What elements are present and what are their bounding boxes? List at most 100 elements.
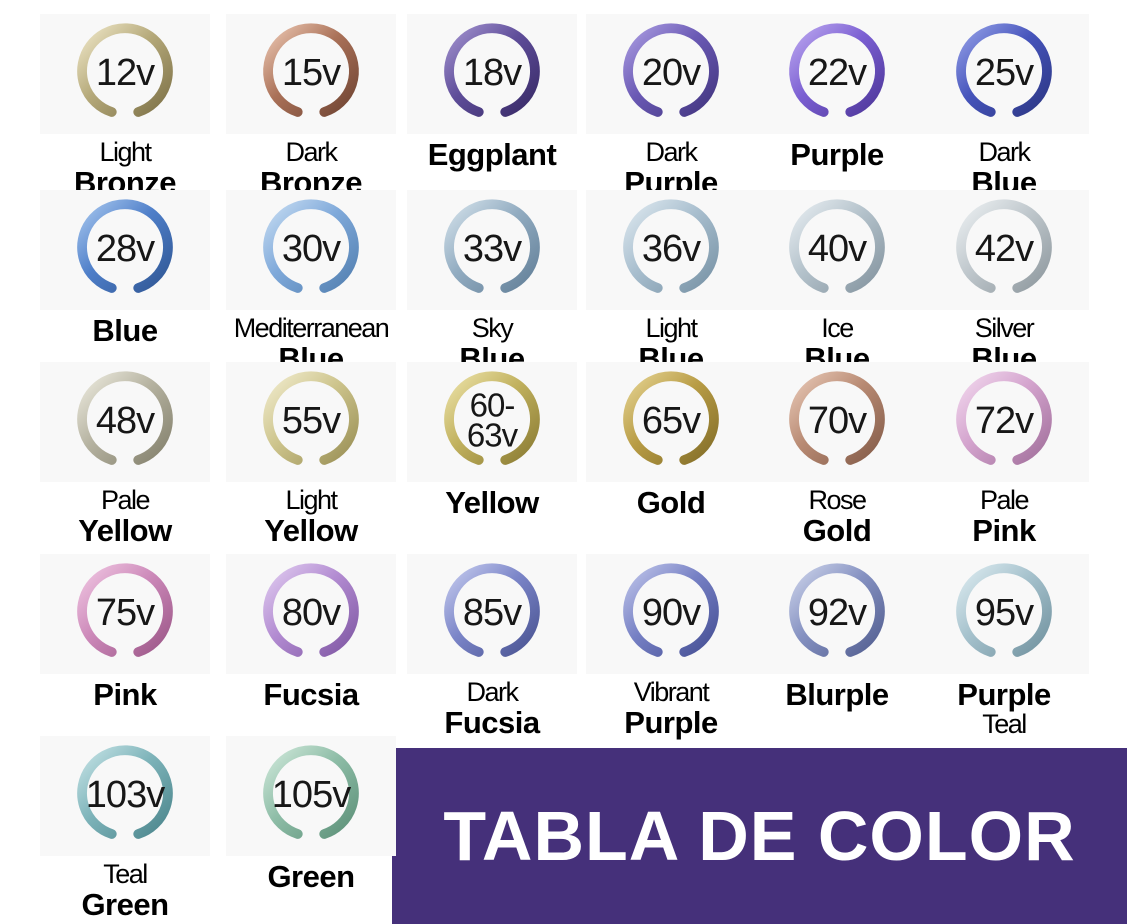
ring-cell: 70v Rose Gold [752, 362, 922, 546]
color-name-line: Teal [103, 859, 148, 889]
ring-cell: 55v Light Yellow [226, 362, 396, 546]
open-ring-icon [77, 199, 173, 293]
voltage-label: 22v [807, 51, 867, 94]
ring-photo: 80v [226, 554, 396, 674]
color-name-line: Silver [974, 313, 1035, 343]
ring-cell: 25v Dark Blue [919, 14, 1089, 198]
open-ring-icon [789, 199, 885, 293]
voltage-line: 80v [281, 591, 341, 634]
open-ring-icon [789, 563, 885, 657]
color-name-line: Blue [92, 313, 158, 348]
ring-cell: 36v Light Blue [586, 190, 756, 374]
ring-cell: 48v Pale Yellow [40, 362, 210, 546]
color-name-line: Dark [978, 137, 1031, 167]
voltage-label: 18v [463, 54, 522, 92]
voltage-line: 70v [807, 399, 867, 442]
ring-cell: 18v Eggplant [407, 14, 577, 171]
open-ring-icon [77, 371, 173, 465]
ring-photo: 90v [586, 554, 756, 674]
color-name: Gold [586, 487, 756, 519]
ring-cell: 33v Sky Blue [407, 190, 577, 374]
color-name: Vibrant Purple [586, 678, 756, 738]
color-name-line: Dark [285, 137, 338, 167]
voltage-label: 80v [281, 591, 341, 634]
voltage-label: 28v [96, 230, 155, 268]
voltage-label: 42v [974, 227, 1034, 270]
ring-photo: 85v [407, 554, 577, 674]
voltage-line: 30v [281, 227, 341, 270]
ring-photo: 22v [752, 14, 922, 134]
color-name: Blurple [752, 679, 922, 711]
open-ring-icon [956, 199, 1052, 293]
voltage-line: 65v [641, 399, 701, 442]
ring-photo: 72v [919, 362, 1089, 482]
open-ring-icon [263, 563, 359, 657]
ring-cell: 90v Vibrant Purple [586, 554, 756, 738]
ring-photo: 30v [226, 190, 396, 310]
color-name-line: Eggplant [427, 137, 557, 172]
voltage-label: 103v [86, 776, 165, 814]
color-name-line: Pale [979, 485, 1030, 515]
color-name-line: Yellow [264, 512, 358, 548]
ring-cell: 105v Green [226, 736, 396, 893]
color-name: Yellow [407, 487, 577, 519]
open-ring-icon [77, 563, 173, 657]
color-name: Pale Yellow [40, 485, 210, 546]
voltage-line: 85v [462, 591, 522, 634]
ring-photo: 25v [919, 14, 1089, 134]
voltage-line: 42v [974, 227, 1034, 270]
color-name-line: Light [645, 313, 698, 343]
color-name-line: Sky [471, 313, 514, 343]
voltage-label: 85v [462, 591, 522, 634]
color-name-line: Blurple [785, 677, 889, 712]
ring-photo: 55v [226, 362, 396, 482]
color-name: Blue [40, 315, 210, 347]
voltage-line: 55v [281, 399, 341, 442]
voltage-line: 22v [807, 51, 867, 94]
color-name-line: Light [99, 137, 152, 167]
color-name-line: Purple [790, 137, 884, 172]
color-name-line: Pale [100, 485, 151, 515]
open-ring-icon [263, 23, 359, 117]
ring-cell: 103v Teal Green [40, 736, 210, 920]
color-name: Rose Gold [752, 486, 922, 546]
open-ring-icon [789, 23, 885, 117]
ring-photo: 95v [919, 554, 1089, 674]
open-ring-icon [444, 371, 540, 465]
color-name-line: Gold [636, 485, 706, 520]
ring-photo: 36v [586, 190, 756, 310]
color-name-line: Teal [982, 708, 1027, 739]
voltage-label: 70v [807, 399, 867, 442]
color-name: Fucsia [226, 679, 396, 711]
color-name: Pale Pink [919, 485, 1089, 546]
color-name-line: Dark [645, 137, 698, 167]
color-name-line: Dark [466, 677, 519, 707]
open-ring-icon [77, 745, 173, 839]
voltage-line: 75v [95, 591, 155, 634]
voltage-line: 63v [466, 416, 518, 454]
open-ring-icon [263, 745, 359, 839]
open-ring-icon [623, 371, 719, 465]
ring-cell: 30v Mediterranean Blue [226, 190, 396, 374]
ring-cell: 12v Light Bronze [40, 14, 210, 198]
color-name: Dark Fucsia [407, 677, 577, 738]
color-name: Eggplant [407, 139, 577, 171]
ring-photo: 92v [752, 554, 922, 674]
color-name-line: Purple [957, 677, 1051, 712]
ring-photo: 12v [40, 14, 210, 134]
ring-cell: 65v Gold [586, 362, 756, 519]
open-ring-icon [623, 23, 719, 117]
open-ring-icon [623, 563, 719, 657]
voltage-label: 105v [272, 776, 351, 814]
banner: TABLA DE COLOR [392, 748, 1127, 924]
open-ring-icon [956, 23, 1052, 117]
ring-photo: 20v [586, 14, 756, 134]
voltage-label: 90v [642, 594, 701, 632]
open-ring-icon [956, 563, 1052, 657]
color-name-line: Mediterranean [233, 313, 390, 343]
ring-cell: 95v Purple Teal [919, 554, 1089, 738]
voltage-line: 92v [807, 591, 867, 634]
open-ring-icon [444, 199, 540, 293]
voltage-line: 12v [95, 51, 155, 94]
